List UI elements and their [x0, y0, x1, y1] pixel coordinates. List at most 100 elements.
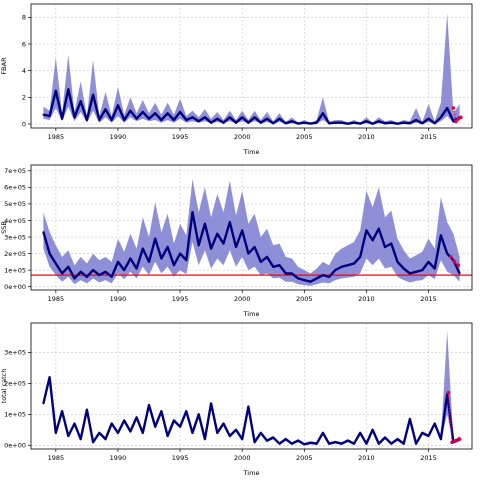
- y-tick-label: 6e+05: [4, 184, 26, 192]
- data-point: [415, 270, 417, 273]
- data-point: [309, 441, 312, 444]
- data-point: [73, 277, 76, 280]
- highlight-point: [454, 119, 458, 124]
- x-tick-label: 2015: [420, 133, 437, 141]
- data-point: [259, 432, 262, 434]
- data-point: [210, 247, 213, 250]
- highlight-line: [447, 392, 460, 444]
- data-point: [384, 246, 386, 248]
- data-point: [396, 438, 399, 440]
- data-point: [384, 436, 386, 439]
- data-point: [172, 419, 175, 422]
- data-point: [322, 432, 324, 434]
- data-point: [340, 121, 343, 124]
- data-point: [402, 442, 405, 445]
- data-point: [141, 432, 144, 434]
- data-point: [309, 122, 312, 125]
- x-tick-label: 1985: [48, 133, 65, 141]
- plot-frame: [30, 3, 473, 129]
- data-point: [135, 117, 138, 120]
- data-point: [191, 116, 194, 119]
- data-point: [278, 117, 281, 120]
- data-point: [42, 231, 45, 233]
- data-point: [86, 275, 88, 278]
- data-point: [322, 274, 324, 276]
- data-point: [210, 402, 213, 405]
- y-tick-label: 3e+05: [4, 233, 26, 241]
- data-point: [297, 277, 299, 280]
- data-point: [154, 112, 157, 115]
- y-tick-label: 4e+05: [4, 217, 26, 225]
- data-point: [61, 272, 63, 275]
- x-tick-label: 2005: [296, 454, 313, 462]
- data-point: [73, 116, 76, 119]
- x-axis-label: Time: [243, 148, 260, 156]
- data-point: [86, 408, 88, 411]
- data-point: [48, 252, 51, 255]
- data-point: [135, 267, 138, 270]
- data-point: [346, 439, 349, 442]
- data-point: [247, 252, 250, 255]
- data-point: [204, 116, 206, 119]
- data-point: [272, 265, 275, 268]
- data-point: [117, 432, 119, 434]
- data-point: [365, 120, 368, 123]
- data-point: [48, 115, 51, 117]
- plot-frame: [30, 322, 473, 450]
- highlight-point: [451, 106, 456, 110]
- data-point: [446, 252, 449, 255]
- data-point: [185, 119, 188, 121]
- data-point: [266, 255, 268, 258]
- data-point: [284, 438, 287, 440]
- x-tick-label: 2000: [234, 133, 251, 141]
- data-point: [54, 262, 57, 265]
- data-point: [427, 117, 430, 120]
- data-point: [160, 119, 163, 121]
- data-point: [290, 442, 293, 445]
- data-point: [284, 122, 287, 125]
- data-point: [272, 436, 275, 439]
- data-point: [110, 275, 113, 278]
- highlight-point: [457, 437, 462, 441]
- data-point: [141, 111, 144, 113]
- data-point: [259, 260, 262, 263]
- data-point: [365, 442, 368, 445]
- data-point: [216, 117, 219, 120]
- y-axis-label: total catch: [0, 369, 8, 404]
- highlight-point: [450, 440, 454, 444]
- data-point: [396, 260, 399, 263]
- data-point: [315, 442, 318, 445]
- data-point: [204, 438, 206, 440]
- y-tick-label: 0: [22, 120, 26, 128]
- y-tick-label: 4: [22, 67, 26, 75]
- x-tick-label: 2015: [420, 295, 437, 303]
- data-point: [346, 264, 349, 267]
- x-axis-label: Time: [243, 310, 260, 318]
- data-point: [371, 428, 374, 431]
- data-point: [141, 247, 144, 250]
- data-point: [253, 246, 256, 248]
- data-point: [303, 443, 306, 446]
- data-point: [390, 442, 393, 445]
- data-point: [154, 237, 157, 240]
- data-point: [185, 259, 188, 262]
- data-point: [371, 122, 374, 125]
- y-axis-label: FBAR: [0, 57, 8, 75]
- x-tick-label: 2015: [420, 454, 437, 462]
- data-point: [166, 246, 169, 248]
- highlight-point: [456, 263, 461, 267]
- x-tick-label: 1985: [48, 295, 65, 303]
- data-point: [135, 416, 138, 419]
- data-point: [365, 229, 368, 232]
- series-line: [42, 376, 461, 446]
- highlight-point: [454, 438, 458, 443]
- data-point: [104, 108, 107, 111]
- y-tick-label: 7e+05: [4, 167, 26, 175]
- panel-3: 1985 1990 1995 2000 2005 2010 2015 0e+00 1e+05 2e…: [0, 322, 473, 477]
- data-point: [415, 442, 417, 445]
- data-point: [123, 269, 126, 272]
- data-point: [42, 113, 45, 116]
- x-tick-label: 2005: [296, 133, 313, 141]
- data-point: [334, 121, 337, 124]
- y-tick-label: 6: [22, 40, 26, 48]
